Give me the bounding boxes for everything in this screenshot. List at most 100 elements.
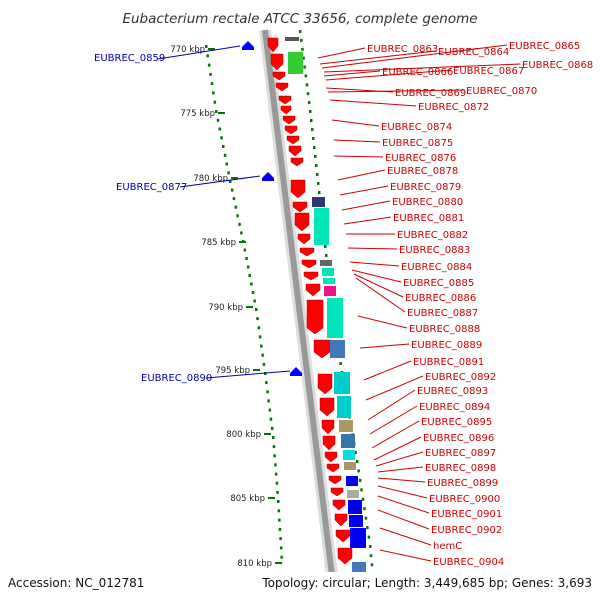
forward-gene-label: EUBREC_0895 — [421, 417, 492, 428]
scale-ring-dot — [270, 426, 274, 430]
forward-gene-arrow — [306, 299, 324, 335]
scale-tick-label: 800 kbp — [226, 430, 261, 440]
forward-gene-connector — [325, 69, 452, 81]
forward-gene-connector — [341, 200, 391, 211]
forward-gene-connector — [343, 216, 392, 225]
scale-tick-label: 795 kbp — [215, 366, 250, 376]
outer-ring-dot — [318, 191, 321, 194]
forward-gene-connector — [327, 89, 465, 93]
forward-gene-label: EUBREC_0899 — [427, 478, 498, 489]
scale-ring-dot — [220, 136, 223, 140]
scale-ring-dot — [278, 527, 282, 531]
scale-ring-dot — [253, 299, 256, 303]
forward-gene-connector — [371, 420, 420, 449]
functional-category-block — [288, 52, 303, 74]
forward-gene-connector — [375, 451, 424, 467]
outer-ring-dot — [316, 173, 319, 176]
outer-ring-dot — [317, 182, 320, 185]
functional-category-block — [352, 562, 366, 572]
functional-category-block — [348, 500, 362, 514]
outer-ring-dot — [356, 460, 359, 463]
scale-ring-dot — [240, 231, 243, 235]
functional-category-block — [343, 450, 355, 460]
scale-ring-dot — [225, 162, 228, 166]
outer-ring-dot — [307, 101, 311, 105]
scale-ring-dot — [222, 145, 225, 148]
functional-category-block — [347, 490, 359, 498]
forward-gene-connector — [333, 139, 381, 143]
functional-category-block — [330, 340, 345, 358]
outer-ring-dot — [310, 119, 313, 122]
reverse-gene-arrow — [242, 41, 254, 50]
functional-category-block — [341, 434, 355, 448]
forward-gene-connector — [379, 527, 432, 546]
scale-ring-dot — [234, 205, 238, 209]
reverse-gene-label: EUBREC_0890 — [141, 373, 212, 384]
forward-gene-connector — [359, 343, 410, 349]
forward-gene-arrow — [290, 179, 306, 199]
scale-tick-label: 775 kbp — [180, 109, 215, 119]
forward-gene-arrow — [272, 71, 286, 81]
functional-category-block — [327, 298, 343, 338]
scale-tick-label: 810 kbp — [237, 559, 272, 569]
forward-gene-arrow — [288, 145, 302, 157]
footer-background — [0, 572, 600, 600]
forward-gene-label: EUBREC_0865 — [509, 41, 580, 52]
forward-gene-connector — [357, 315, 408, 329]
scale-ring-dot — [272, 445, 276, 449]
forward-gene-label: EUBREC_0888 — [409, 324, 480, 335]
forward-gene-connector — [317, 47, 366, 59]
forward-gene-arrow — [334, 513, 348, 527]
outer-ring-dot — [363, 507, 366, 511]
scale-ring-dot — [278, 518, 281, 522]
forward-gene-arrow — [294, 212, 310, 232]
outer-ring-dot — [360, 488, 363, 492]
forward-gene-label: EUBREC_0896 — [423, 433, 494, 444]
forward-gene-connector — [321, 44, 508, 69]
reverse-gene-connector — [205, 370, 291, 379]
functional-category-block — [322, 268, 334, 276]
forward-gene-label: EUBREC_0882 — [397, 230, 468, 241]
forward-gene-arrow — [319, 397, 335, 417]
forward-gene-connector — [347, 247, 398, 250]
forward-gene-label: EUBREC_0902 — [431, 525, 502, 536]
forward-gene-label: EUBREC_0876 — [385, 153, 456, 164]
scale-ring-dot — [258, 335, 262, 339]
forward-gene-arrow — [313, 339, 331, 359]
forward-gene-connector — [377, 495, 430, 514]
scale-ring-dot — [268, 408, 272, 412]
outer-ring-dot — [361, 497, 365, 501]
forward-gene-label: EUBREC_0878 — [387, 166, 458, 177]
forward-gene-arrow — [317, 373, 333, 395]
scale-ring-dot — [256, 317, 259, 321]
forward-gene-label: EUBREC_0868 — [522, 60, 593, 71]
outer-ring-dot — [309, 110, 312, 113]
scale-ring-dot — [248, 274, 251, 277]
reverse-gene-label: EUBREC_0877 — [116, 182, 187, 193]
scale-ring-dot — [215, 110, 218, 113]
forward-gene-connector — [367, 389, 416, 421]
outer-ring-dot — [314, 155, 317, 158]
scale-ring-dot — [216, 118, 220, 122]
forward-gene-label: EUBREC_0886 — [405, 293, 476, 304]
outer-ring-dot — [354, 451, 357, 455]
scale-ring-dot — [274, 472, 278, 476]
forward-gene-connector — [337, 169, 386, 181]
scale-ring-dot — [275, 481, 279, 485]
scale-ring-dot — [272, 436, 275, 439]
reverse-gene-arrow — [290, 367, 302, 376]
outer-ring-dot — [302, 56, 305, 60]
forward-gene-arrow — [332, 499, 346, 511]
forward-gene-connector — [369, 405, 418, 435]
scale-ring-dot — [273, 454, 276, 458]
forward-gene-connector — [377, 485, 428, 499]
scale-tick-label: 785 kbp — [201, 238, 236, 248]
forward-gene-label: EUBREC_0880 — [392, 197, 463, 208]
scale-ring-dot — [210, 82, 214, 86]
forward-gene-connector — [355, 277, 406, 313]
forward-gene-label: EUBREC_0897 — [425, 448, 496, 459]
scale-tick-label: 805 kbp — [230, 494, 265, 504]
forward-gene-connector — [379, 549, 432, 562]
backbone-line — [262, 29, 338, 600]
